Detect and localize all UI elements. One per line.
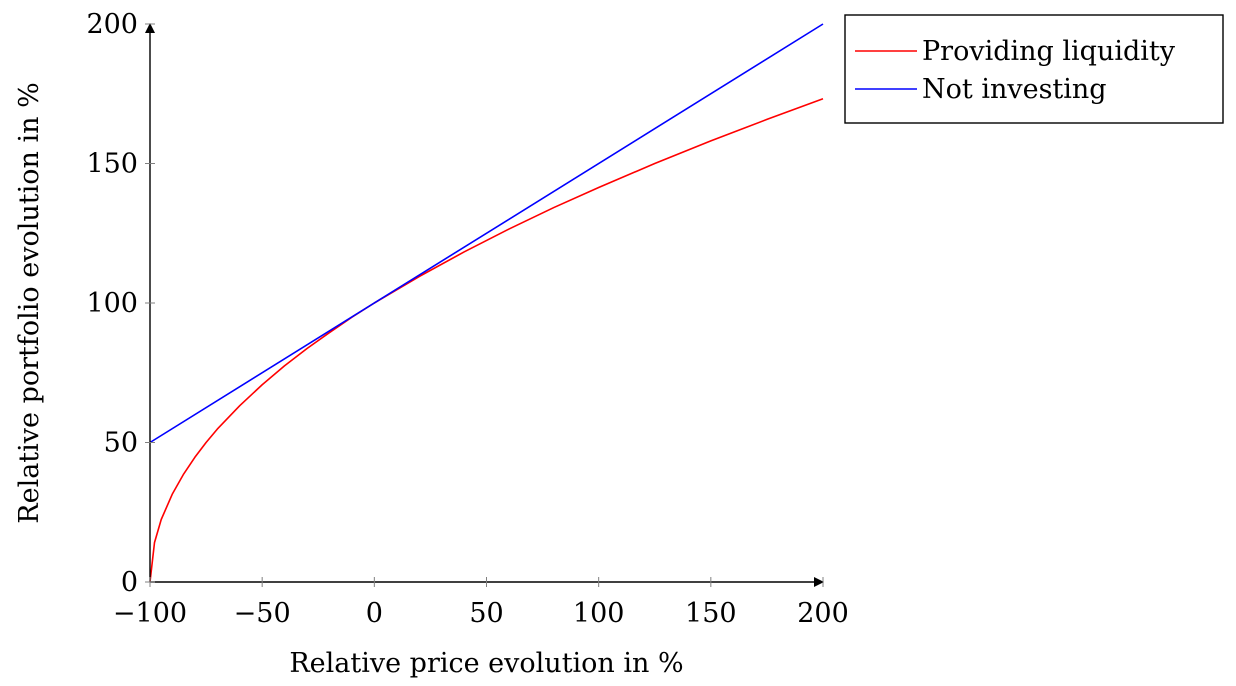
axis-titles: Relative price evolution in % Relative p… — [14, 82, 684, 679]
y-axis-arrowhead — [145, 23, 155, 33]
x-tick-label: −50 — [234, 598, 291, 629]
y-tick-label: 200 — [86, 9, 138, 40]
legend-box — [844, 14, 1224, 124]
x-tick-label: 100 — [573, 598, 625, 629]
y-tick-label: 100 — [86, 288, 138, 319]
x-axis-arrowhead — [814, 577, 824, 587]
y-tick-label: 150 — [86, 149, 138, 180]
legend-entry-2: Not investing — [922, 74, 1107, 105]
y-tick-label: 50 — [104, 428, 138, 459]
legend: Providing liquidity Not investing — [844, 14, 1224, 124]
series-line-1 — [149, 98, 824, 583]
x-tick-label: 50 — [469, 598, 503, 629]
x-tick-label: 150 — [685, 598, 737, 629]
legend-entry-1: Providing liquidity — [922, 36, 1176, 67]
ticks: −100 −50 0 50 100 150 200 0 50 100 150 200 — [86, 9, 848, 629]
series-line-2 — [149, 23, 824, 444]
x-tick-label: 0 — [366, 598, 383, 629]
y-tick-label: 0 — [121, 567, 138, 598]
y-axis-title: Relative portfolio evolution in % — [14, 82, 45, 523]
x-axis-title: Relative price evolution in % — [289, 648, 683, 679]
x-tick-label: 200 — [797, 598, 849, 629]
plot-lines — [149, 23, 824, 583]
x-tick-label: −100 — [113, 598, 187, 629]
axes — [145, 23, 824, 587]
